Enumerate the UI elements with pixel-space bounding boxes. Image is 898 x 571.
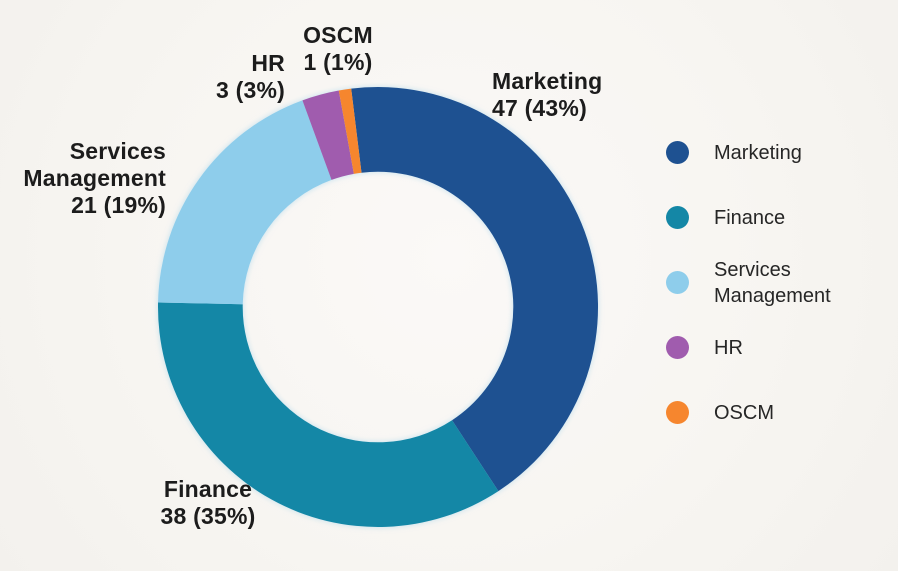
donut-chart xyxy=(156,85,600,529)
legend: Marketing Finance Services Management HR… xyxy=(666,120,894,445)
legend-item-services-management[interactable]: Services Management xyxy=(666,250,894,315)
slice-marketing[interactable] xyxy=(351,86,599,492)
legend-label-services-management: Services Management xyxy=(714,258,831,307)
slice-label-line: 1 (1%) xyxy=(303,49,373,75)
legend-dot-services-management xyxy=(666,271,689,294)
legend-label-finance: Finance xyxy=(714,206,786,229)
donut-svg xyxy=(158,86,599,528)
legend-item-hr[interactable]: HR xyxy=(666,315,894,380)
slice-label-marketing: Marketing 47 (43%) xyxy=(492,68,602,122)
slice-label-line: Services xyxy=(69,138,166,164)
slice-label-line: 47 (43%) xyxy=(492,95,587,121)
slice-hr[interactable] xyxy=(302,90,354,180)
slice-label-line: Marketing xyxy=(492,68,603,94)
legend-dot-oscm xyxy=(666,401,689,424)
slice-label-line: 21 (19%) xyxy=(71,192,166,218)
slice-label-line: Finance xyxy=(163,476,253,502)
legend-dot-hr xyxy=(666,336,689,359)
slice-oscm[interactable] xyxy=(338,88,362,174)
legend-label-hr: HR xyxy=(714,336,743,359)
slice-label-finance: Finance 38 (35%) xyxy=(108,476,308,530)
legend-dot-marketing xyxy=(666,141,689,164)
legend-item-marketing[interactable]: Marketing xyxy=(666,120,894,185)
slice-label-line: 3 (3%) xyxy=(216,77,285,103)
legend-item-oscm[interactable]: OSCM xyxy=(666,380,894,445)
slice-services-management[interactable] xyxy=(158,100,332,305)
slice-label-oscm: OSCM 1 (1%) xyxy=(277,22,399,76)
legend-label-oscm: OSCM xyxy=(714,401,774,424)
legend-label-marketing: Marketing xyxy=(714,141,802,164)
slice-finance[interactable] xyxy=(158,302,499,528)
slice-label-line: HR xyxy=(251,50,285,76)
slice-label-line: Management xyxy=(23,165,166,191)
slice-label-line: OSCM xyxy=(303,22,373,48)
slice-label-line: 38 (35%) xyxy=(160,503,256,529)
slice-label-services-management: Services Management 21 (19%) xyxy=(0,138,166,219)
slice-label-hr: HR 3 (3%) xyxy=(183,50,285,104)
legend-dot-finance xyxy=(666,206,689,229)
legend-item-finance[interactable]: Finance xyxy=(666,185,894,250)
